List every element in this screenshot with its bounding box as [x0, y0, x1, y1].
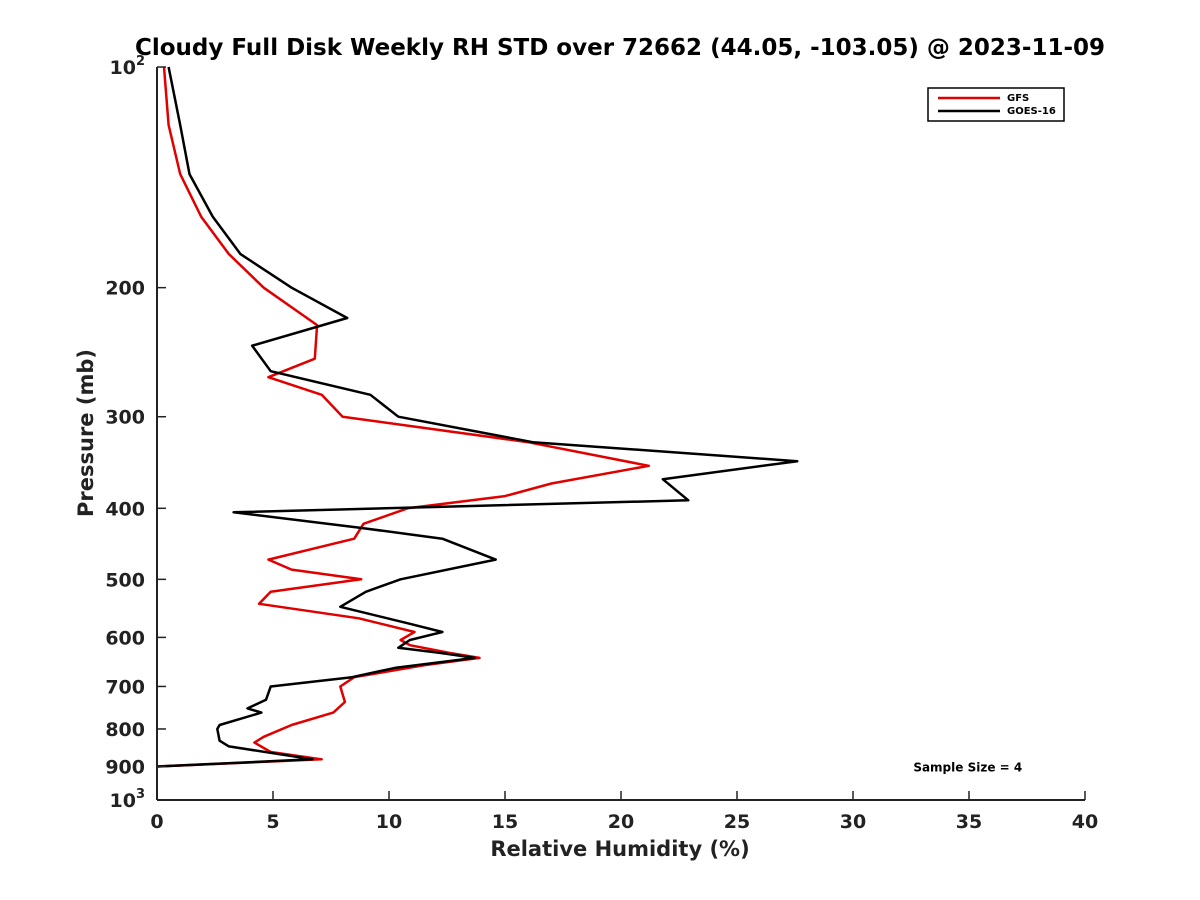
x-axis-label: Relative Humidity (%): [490, 837, 749, 861]
x-tick-label: 20: [608, 811, 634, 833]
x-tick-label: 15: [492, 811, 518, 833]
x-tick-label: 35: [956, 811, 982, 833]
ticks-layer: 0 5 10 15 20 25 30 35 40 102 200 300 400 500 600 700 800…: [105, 54, 1098, 833]
legend: GFS GOES-16: [927, 87, 1065, 122]
y-tick-label: 600: [105, 627, 145, 649]
sample-size-annotation: Sample Size = 4: [913, 760, 1022, 774]
y-axis-label: Pressure (mb): [74, 349, 98, 517]
chart-title: Cloudy Full Disk Weekly RH STD over 7266…: [135, 35, 1105, 61]
y-tick-label: 300: [105, 407, 145, 429]
y-tick-label: 200: [105, 278, 145, 300]
series-line-goes-16: [156, 66, 799, 768]
legend-box: [927, 87, 1065, 122]
x-tick-label: 10: [376, 811, 402, 833]
series-line-gfs: [156, 66, 651, 768]
legend-label-gfs: GFS: [1007, 93, 1029, 104]
x-tick-label: 30: [840, 811, 866, 833]
y-tick-label: 900: [105, 756, 145, 778]
y-tick-label: 103: [110, 787, 146, 812]
y-tick-label: 500: [105, 569, 145, 591]
x-tick-label: 25: [724, 811, 750, 833]
series-layer: [156, 66, 799, 768]
y-tick-label: 400: [105, 498, 145, 520]
legend-label-goes-16: GOES-16: [1007, 106, 1056, 117]
y-tick-label: 102: [110, 54, 146, 79]
x-tick-label: 40: [1072, 811, 1098, 833]
y-tick-label: 800: [105, 719, 145, 741]
x-tick-label: 0: [150, 811, 163, 833]
y-tick-label: 700: [105, 676, 145, 698]
x-tick-label: 5: [266, 811, 279, 833]
